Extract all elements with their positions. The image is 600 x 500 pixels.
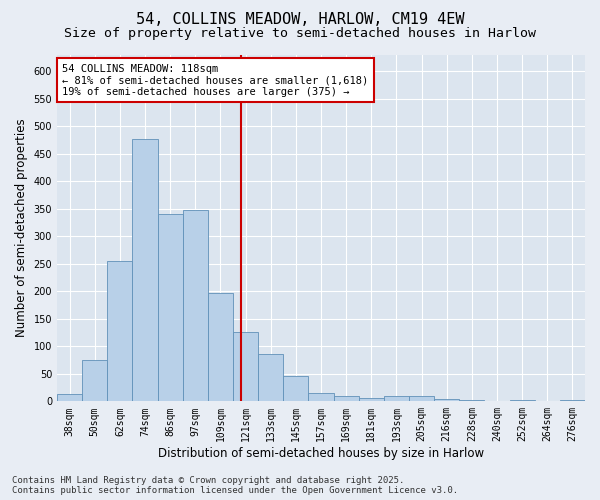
Bar xyxy=(183,210,208,402)
X-axis label: Distribution of semi-detached houses by size in Harlow: Distribution of semi-detached houses by … xyxy=(158,447,484,460)
Bar xyxy=(208,293,233,402)
Bar xyxy=(233,332,258,402)
Bar xyxy=(308,393,334,402)
Bar xyxy=(133,138,158,402)
Bar xyxy=(107,261,133,402)
Bar xyxy=(57,394,82,402)
Bar xyxy=(459,400,484,402)
Bar xyxy=(509,400,535,402)
Bar xyxy=(434,398,459,402)
Text: 54, COLLINS MEADOW, HARLOW, CM19 4EW: 54, COLLINS MEADOW, HARLOW, CM19 4EW xyxy=(136,12,464,28)
Text: 54 COLLINS MEADOW: 118sqm
← 81% of semi-detached houses are smaller (1,618)
19% : 54 COLLINS MEADOW: 118sqm ← 81% of semi-… xyxy=(62,64,368,97)
Text: Size of property relative to semi-detached houses in Harlow: Size of property relative to semi-detach… xyxy=(64,28,536,40)
Bar xyxy=(283,376,308,402)
Bar xyxy=(158,214,183,402)
Bar xyxy=(359,398,384,402)
Bar xyxy=(560,400,585,402)
Bar xyxy=(258,354,283,402)
Bar xyxy=(334,396,359,402)
Bar xyxy=(409,396,434,402)
Bar xyxy=(384,396,409,402)
Y-axis label: Number of semi-detached properties: Number of semi-detached properties xyxy=(15,119,28,338)
Text: Contains HM Land Registry data © Crown copyright and database right 2025.
Contai: Contains HM Land Registry data © Crown c… xyxy=(12,476,458,495)
Bar xyxy=(82,360,107,402)
